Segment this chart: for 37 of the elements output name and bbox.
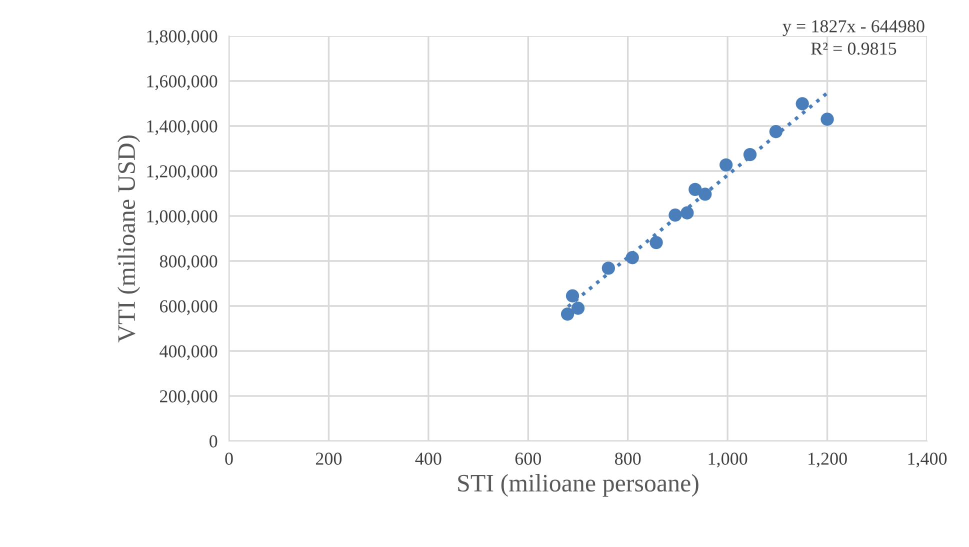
x-tick-label: 0 — [225, 452, 233, 465]
y-axis-title: VTI (milioane USD) — [117, 135, 140, 342]
annotation: R² = 0.9815 — [811, 42, 896, 55]
y-tick-label: 0 — [210, 435, 218, 448]
x-axis-title: STI (milioane persoane) — [458, 474, 698, 497]
point — [566, 289, 580, 302]
point — [626, 251, 639, 264]
point — [688, 182, 702, 196]
point — [680, 206, 694, 220]
point — [820, 112, 834, 126]
y-tick-label: 1,400,000 — [147, 120, 218, 136]
y-tick-label: 1,200,000 — [147, 165, 218, 180]
y-tick-label: 1,000,000 — [147, 210, 218, 226]
point — [650, 236, 663, 250]
annotation: y = 1827x - 644980 — [782, 20, 924, 36]
point — [602, 262, 615, 275]
y-tick-label: 400,000 — [160, 345, 218, 360]
y-tick-label: 1,800,000 — [147, 30, 218, 46]
y-tick-label: 800,000 — [160, 255, 218, 270]
point — [743, 148, 757, 162]
point — [796, 97, 809, 110]
x-tick-label: 1,400 — [908, 452, 947, 468]
point — [668, 208, 682, 222]
x-tick-label: 600 — [515, 452, 541, 465]
y-tick-label: 200,000 — [160, 390, 218, 406]
point — [719, 158, 733, 172]
x-tick-label: 1,000 — [708, 452, 748, 468]
point — [769, 125, 783, 138]
x-tick-label: 800 — [615, 452, 641, 465]
point — [560, 308, 574, 321]
y-tick-label: 1,600,000 — [147, 75, 218, 90]
point — [571, 302, 585, 315]
point — [698, 188, 712, 201]
x-tick-label: 400 — [415, 452, 442, 465]
x-tick-label: 1,200 — [808, 452, 847, 468]
y-tick-label: 600,000 — [160, 300, 218, 316]
x-tick-label: 200 — [316, 452, 342, 465]
